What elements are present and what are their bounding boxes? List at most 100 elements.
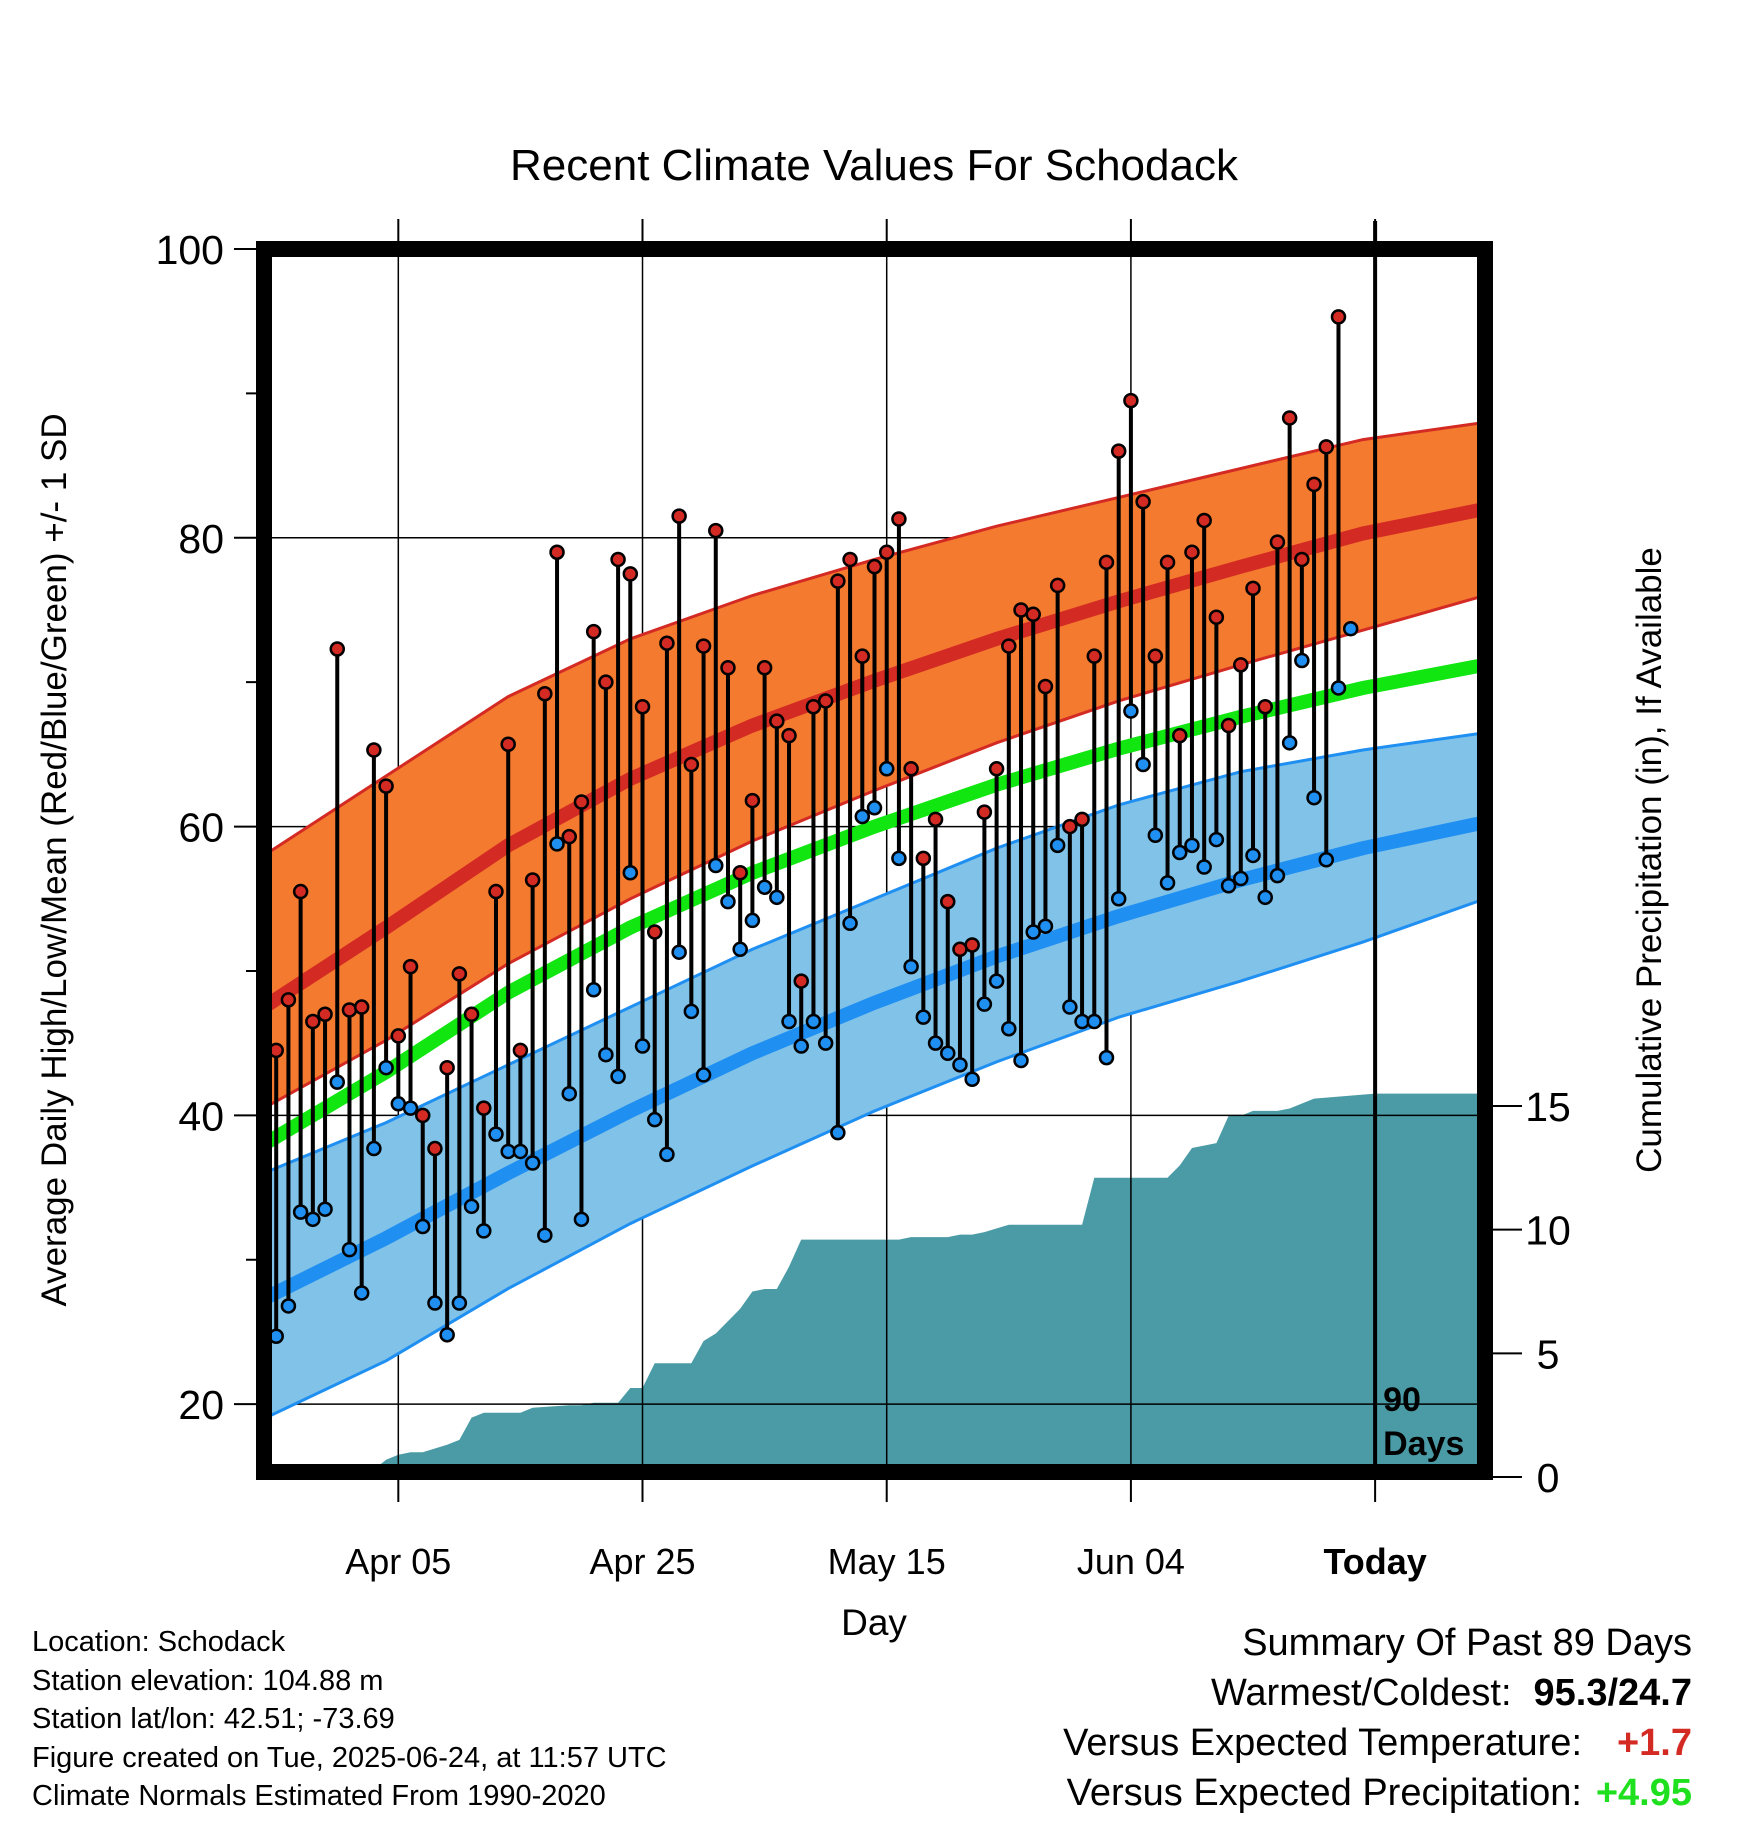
low-point-28: [610, 1068, 626, 1085]
low-point-38: [732, 941, 748, 958]
low-point-29: [622, 865, 639, 881]
info-location: Location: Schodack: [32, 1626, 286, 1658]
low-point-17: [476, 1223, 492, 1239]
high-point-80: [1245, 580, 1261, 597]
high-point-48: [854, 648, 871, 664]
x-tick-label-4: Today: [1323, 1541, 1426, 1582]
low-point-33: [671, 944, 687, 960]
high-point-31: [646, 924, 663, 940]
low-point-20: [512, 1143, 529, 1160]
low-point-11: [402, 1100, 419, 1116]
low-point-15: [451, 1295, 468, 1311]
low-point-46: [830, 1124, 846, 1141]
low-point-75: [1184, 837, 1200, 854]
y-tick-label-100: 100: [156, 227, 224, 273]
low-point-72: [1147, 827, 1164, 843]
low-point-58: [976, 996, 993, 1012]
high-point-33: [671, 508, 687, 524]
low-point-7: [353, 1285, 370, 1301]
low-point-85: [1306, 789, 1322, 806]
low-point-16: [463, 1198, 480, 1215]
high-point-47: [842, 551, 858, 568]
high-point-41: [769, 713, 785, 729]
low-point-23: [549, 836, 565, 852]
high-point-44: [805, 698, 822, 715]
high-point-20: [512, 1042, 529, 1059]
high-point-53: [915, 850, 932, 867]
high-point-68: [1098, 554, 1115, 571]
low-point-81: [1257, 889, 1273, 906]
x-axis-label: Day: [841, 1602, 907, 1643]
high-point-87: [1330, 309, 1347, 325]
x-tick-label-3: Jun 04: [1077, 1541, 1185, 1582]
observations-layer: [268, 309, 1359, 1345]
high-point-15: [451, 966, 468, 982]
high-point-52: [903, 761, 919, 777]
high-point-16: [463, 1006, 480, 1023]
low-point-27: [598, 1046, 614, 1063]
y-tick-label-80: 80: [178, 516, 224, 562]
low-point-83: [1281, 735, 1298, 751]
low-point-25: [573, 1211, 590, 1228]
high-point-34: [683, 756, 700, 773]
low-point-52: [903, 958, 919, 975]
temperature-value: +1.7: [1616, 1722, 1692, 1764]
high-point-12: [414, 1107, 431, 1124]
high-point-14: [439, 1059, 455, 1076]
high-point-60: [1001, 638, 1017, 654]
high-point-17: [476, 1100, 492, 1116]
low-point-13: [427, 1295, 443, 1311]
low-point-64: [1049, 837, 1066, 854]
high-point-2: [292, 883, 309, 900]
high-point-35: [695, 638, 712, 654]
low-point-73: [1159, 875, 1176, 891]
high-point-65: [1062, 818, 1078, 835]
high-point-63: [1037, 678, 1054, 695]
high-point-58: [976, 804, 993, 820]
low-point-88: [1342, 621, 1359, 637]
y-axis-label: Average Daily High/Low/Mean (Red/Blue/Gr…: [35, 413, 74, 1306]
high-point-37: [720, 659, 736, 676]
low-point-51: [891, 850, 907, 867]
high-point-26: [585, 623, 602, 640]
high-point-29: [622, 566, 639, 582]
high-point-42: [781, 727, 797, 744]
low-point-5: [329, 1074, 346, 1090]
high-point-50: [878, 544, 895, 560]
high-point-32: [659, 635, 675, 651]
high-point-59: [988, 761, 1005, 777]
low-point-2: [292, 1204, 309, 1220]
high-point-74: [1172, 727, 1188, 744]
low-point-80: [1245, 847, 1261, 864]
y-tick-label-20: 20: [178, 1382, 224, 1428]
high-point-86: [1318, 439, 1335, 455]
info-elevation: Station elevation: 104.88 m: [32, 1664, 384, 1697]
precipitation-value: +4.95: [1595, 1772, 1692, 1814]
high-point-3: [305, 1013, 321, 1030]
x-tick-label-2: May 15: [828, 1541, 946, 1582]
low-point-76: [1196, 859, 1212, 875]
low-point-39: [744, 912, 761, 929]
info-latlon: Station lat/lon: 42.51; -73.69: [32, 1703, 395, 1735]
high-point-9: [378, 778, 394, 794]
high-point-49: [866, 558, 883, 575]
high-point-75: [1184, 544, 1200, 560]
low-point-71: [1135, 756, 1151, 773]
low-point-60: [1001, 1020, 1017, 1037]
low-point-8: [366, 1140, 382, 1157]
low-band-upper-edge: [264, 731, 1485, 1175]
low-point-53: [915, 1009, 932, 1025]
high-point-22: [537, 685, 553, 702]
high-point-69: [1110, 443, 1127, 459]
high-point-73: [1159, 554, 1176, 571]
low-point-14: [439, 1327, 455, 1343]
low-point-74: [1172, 844, 1188, 861]
low-point-40: [756, 879, 773, 895]
high-point-13: [427, 1140, 443, 1157]
low-point-65: [1062, 999, 1078, 1015]
summary-heading: Summary Of Past 89 Days: [1242, 1622, 1692, 1664]
high-point-54: [927, 811, 944, 828]
low-point-48: [854, 808, 871, 825]
y-tick-label-60: 60: [178, 805, 224, 851]
high-point-76: [1196, 512, 1212, 529]
